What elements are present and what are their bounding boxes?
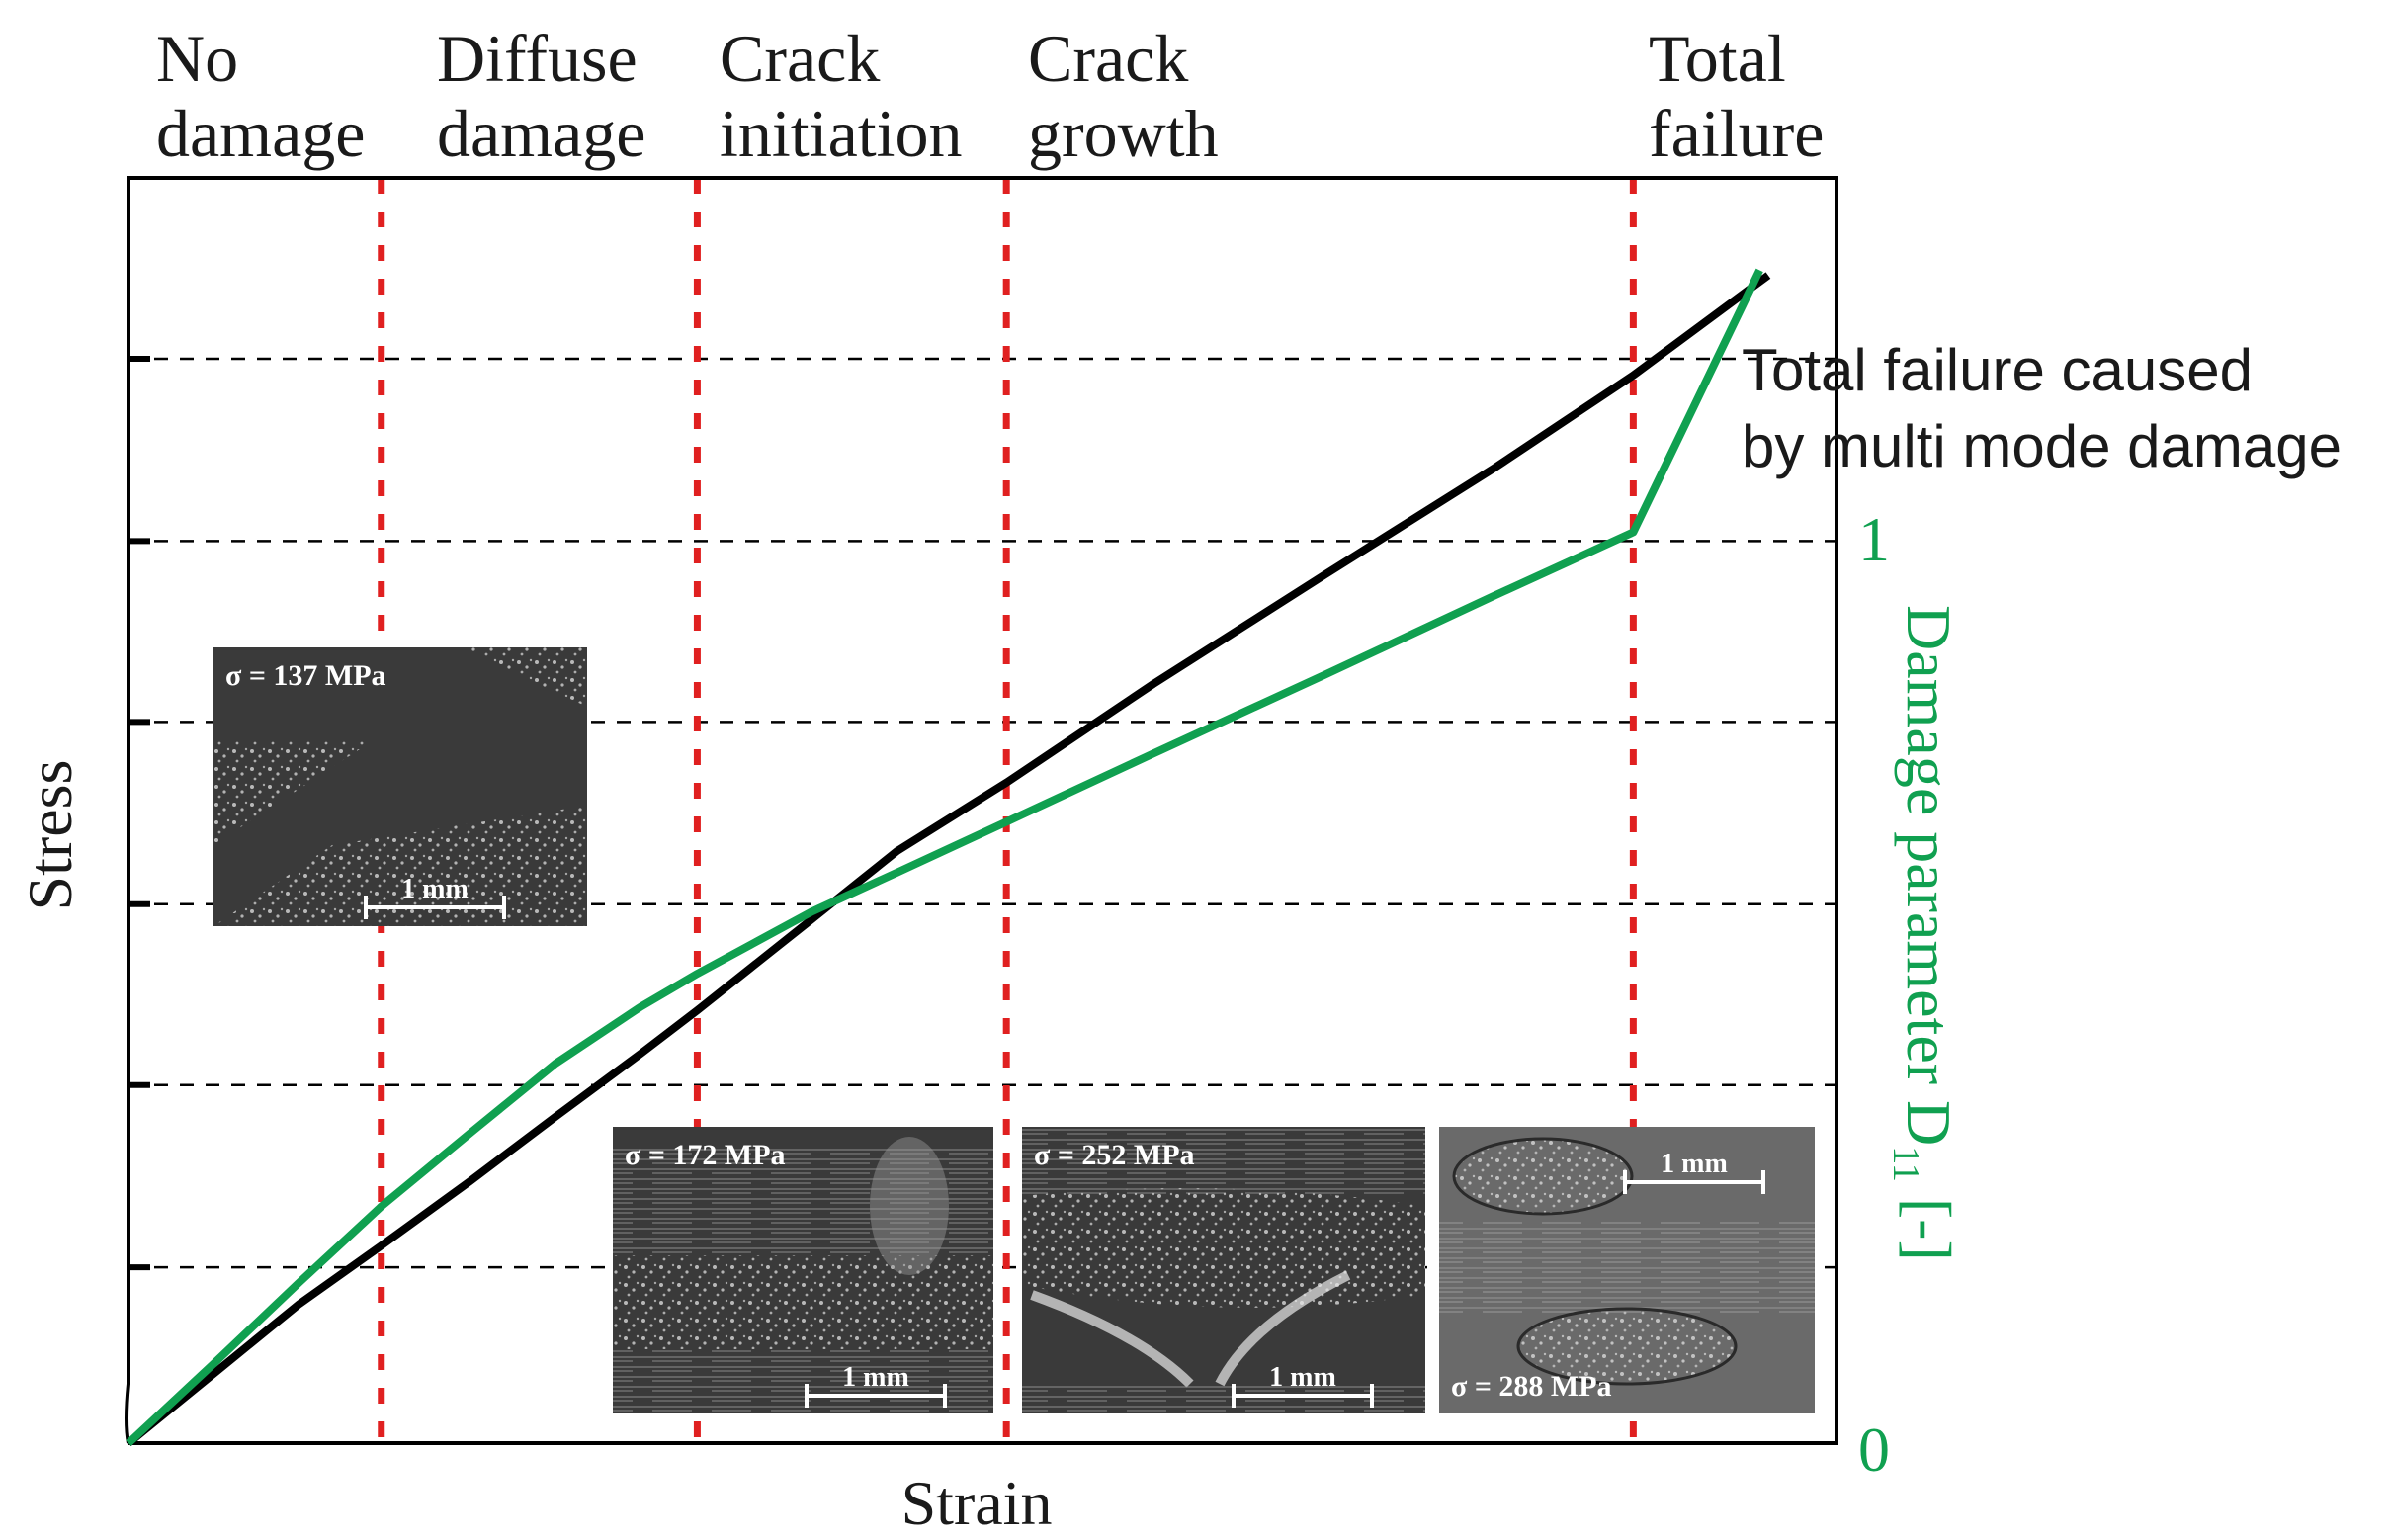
micrograph: σ = 252 MPa 1 mm (1022, 1127, 1425, 1413)
stage-label-line1: Crack (1028, 21, 1188, 96)
fiber-layer (1022, 1384, 1425, 1413)
fiber-layer (1439, 1221, 1815, 1315)
y2-axis-label-sub: 11 (1885, 1146, 1926, 1182)
micrograph-stress-label: σ = 137 MPa (225, 659, 386, 692)
scale-bar-label: 1 mm (1269, 1362, 1336, 1393)
stage-label-line2: initiation (720, 96, 963, 171)
stress-axis-ticks (128, 356, 150, 1271)
fiber-layer (613, 1147, 993, 1255)
plot-frame (125, 176, 1838, 1445)
stage-label-line2: damage (156, 96, 365, 171)
micrograph-stress-label: σ = 288 MPa (1451, 1370, 1612, 1403)
micrograph: σ = 172 MPa 1 mm (613, 1127, 993, 1413)
fiber-bundle (213, 741, 372, 845)
scale-bar-label: 1 mm (1661, 1149, 1728, 1179)
micrograph-stress-label: σ = 252 MPa (1034, 1139, 1195, 1171)
micrograph-stress-label: σ = 172 MPa (625, 1139, 786, 1171)
delamination (1030, 1270, 1351, 1388)
fiber-bundle (1022, 1188, 1425, 1308)
stage-label-line1: No (156, 21, 238, 96)
crack-glare (870, 1137, 949, 1275)
stage-label-line1: Diffuse (437, 21, 638, 96)
y2-axis-label-main: Damage parameter D (1894, 605, 1964, 1146)
scale-bar-label: 1 mm (401, 874, 469, 904)
annotation-line1: Total failure caused (1742, 337, 2253, 403)
fiber-bundle (613, 1255, 993, 1349)
y2-tick-1: 1 (1858, 504, 1890, 574)
annotation-line2: by multi mode damage (1742, 413, 2342, 479)
micrograph: σ = 137 MPa 1 mm (213, 647, 587, 926)
stage-label-line2: failure (1649, 96, 1824, 171)
fiber-bundle (461, 647, 587, 707)
micrograph: σ = 288 MPa 1 mm (1439, 1127, 1815, 1413)
fiber-bundle (213, 806, 587, 926)
y2-axis-label: Damage parameter D11 [-] (1885, 605, 1964, 1261)
fiber-layer (613, 1349, 993, 1413)
fiber-bundle (1452, 1137, 1634, 1216)
scale-bar-label: 1 mm (842, 1362, 909, 1393)
x-axis-label: Strain (901, 1468, 1053, 1538)
stress-curve (126, 272, 1771, 1447)
y2-tick-0: 0 (1858, 1414, 1890, 1485)
stage-label-line1: Total (1649, 21, 1786, 96)
damage-curve (126, 268, 1763, 1446)
y2-axis-label-unit: [-] (1894, 1182, 1964, 1261)
stage-headers: NodamageDiffusedamageCrackinitiationCrac… (156, 21, 1824, 171)
y-axis-label: Stress (15, 760, 85, 911)
fiber-layer (1022, 1127, 1425, 1196)
stage-label-line1: Crack (720, 21, 880, 96)
stage-label-line2: growth (1028, 96, 1219, 171)
stage-label-line2: damage (437, 96, 645, 171)
fiber-bundle (1516, 1307, 1738, 1386)
